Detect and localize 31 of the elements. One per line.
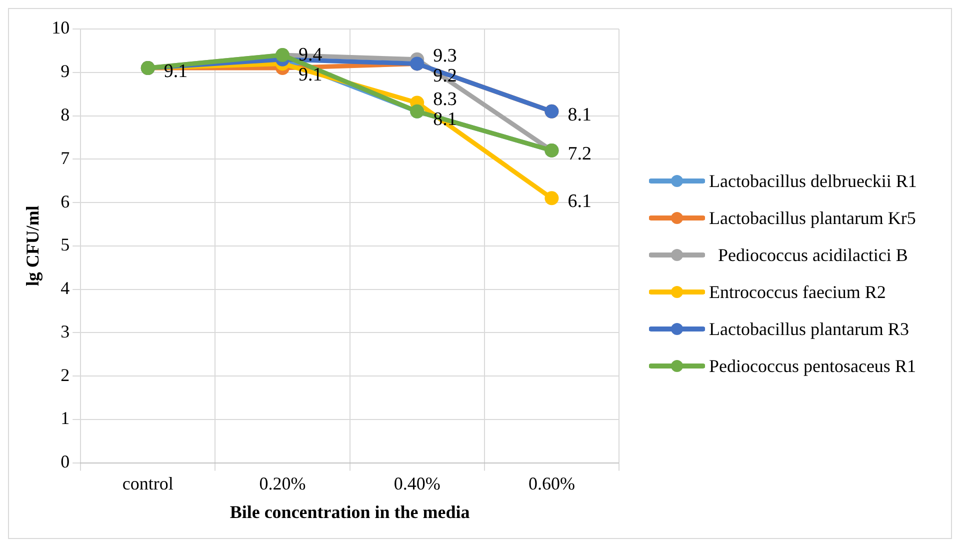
x-tick-label: control [122, 473, 174, 494]
y-tick-label: 5 [60, 234, 70, 255]
data-label: 6.1 [568, 191, 592, 212]
y-tick-label: 2 [60, 364, 70, 385]
y-tick-label: 4 [60, 278, 70, 298]
data-label: 9.3 [433, 46, 457, 67]
legend-label: Lactobacillus delbrueckii R1 [709, 170, 917, 192]
y-tick-label: 3 [60, 321, 70, 342]
y-tick-label: 0 [60, 452, 70, 472]
data-label: 8.1 [568, 104, 592, 126]
y-tick-label: 10 [52, 18, 70, 38]
y-tick-label: 9 [60, 61, 70, 82]
legend-label: Entrococcus faecium R2 [709, 282, 886, 302]
x-tick-label: 0.40% [394, 473, 440, 494]
y-tick-label: 8 [60, 104, 70, 124]
data-label: 9.4 [298, 44, 323, 66]
point [544, 191, 559, 206]
x-axis-title: Bile concentration in the media [230, 502, 470, 522]
x-tick-label: 0.20% [259, 473, 306, 494]
y-tick-label: 7 [60, 148, 70, 168]
data-label: 9.2 [433, 66, 457, 87]
y-tick-label: 6 [60, 191, 70, 212]
legend-label: Pediococcus pentosaceus R1 [709, 356, 916, 376]
legend-label: Lactobacillus plantarum R3 [709, 318, 909, 340]
x-tick-label: 0.60% [528, 473, 575, 494]
legend-label: Lactobacillus plantarum Kr5 [709, 208, 916, 228]
y-axis-title: lg CFU/ml [22, 206, 42, 286]
legend-label: Pediococcus acidilactici B [717, 244, 908, 266]
y-tick-label: 1 [60, 408, 70, 428]
data-label: 7.2 [568, 143, 592, 164]
data-label: 8.3 [433, 88, 457, 110]
